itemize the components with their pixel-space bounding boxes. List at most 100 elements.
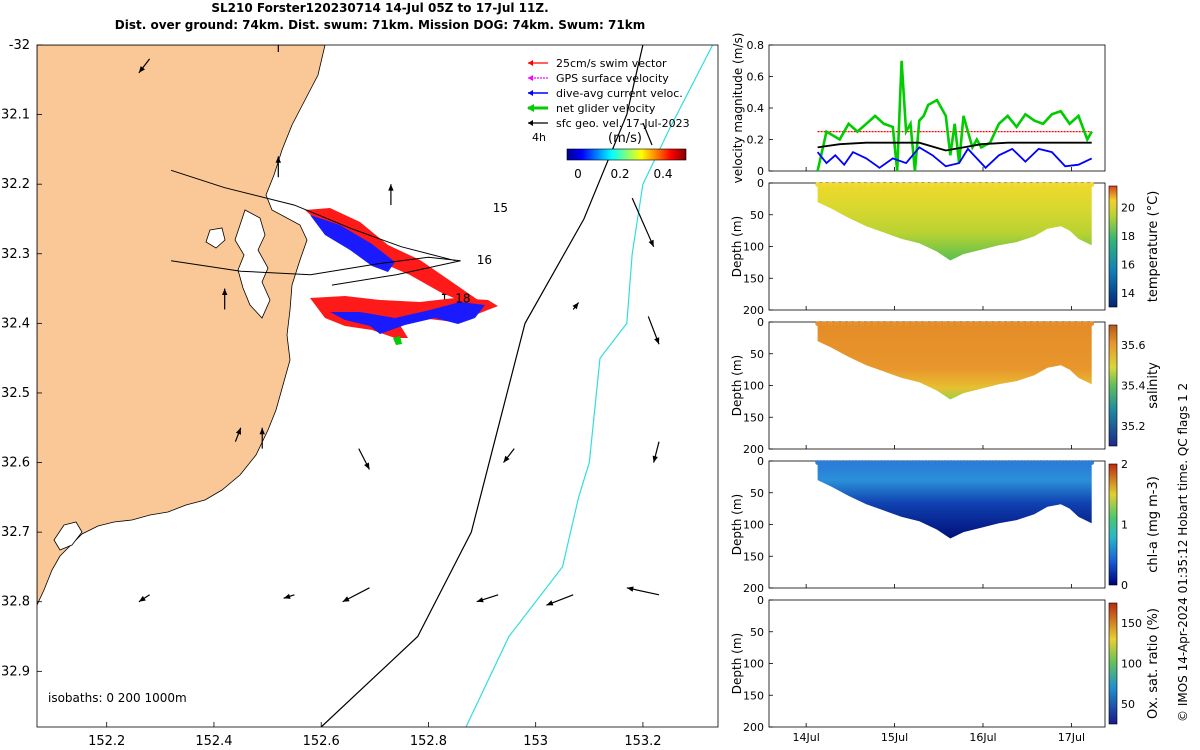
velocity-y-axis: 0 0.2 0.4 0.6 0.8 bbox=[747, 39, 773, 178]
profile-dive-top bbox=[872, 460, 878, 465]
profile-dive-top bbox=[859, 321, 865, 326]
colorbar-tick-label: 1 bbox=[1121, 519, 1128, 532]
colorbar-tick-label: 16 bbox=[1121, 258, 1135, 271]
profile-dive-top bbox=[866, 460, 872, 465]
profile-dive-top bbox=[1070, 460, 1076, 465]
profile-dive-top bbox=[949, 182, 954, 187]
profile-dive-top bbox=[910, 460, 916, 465]
profile-dive-top bbox=[949, 321, 954, 326]
map-x-tick-label: 152.4 bbox=[195, 734, 232, 749]
profile-dive-top bbox=[917, 182, 923, 187]
current-vector-head bbox=[654, 337, 660, 345]
current-vector-head bbox=[283, 593, 291, 599]
profile-dive-top bbox=[891, 182, 897, 187]
isobaths-note: isobaths: 0 200 1000m bbox=[48, 691, 187, 705]
profile-dive-top bbox=[1089, 182, 1095, 187]
profile-dive-top bbox=[1044, 182, 1050, 187]
profile-dive-top bbox=[1057, 460, 1063, 465]
profile-dive-top bbox=[1006, 321, 1012, 326]
current-vector-head bbox=[626, 586, 634, 592]
velocity-series-1 bbox=[816, 60, 1093, 172]
profile-dive-top bbox=[1063, 321, 1069, 326]
current-vector-head bbox=[138, 595, 146, 602]
profile-dive-top bbox=[961, 182, 967, 187]
profile-dive-top bbox=[936, 321, 942, 326]
profile-dive-top bbox=[949, 460, 954, 465]
depth-tick-label: 100 bbox=[743, 519, 764, 532]
title-line-2: Dist. over ground: 74km. Dist. swum: 71k… bbox=[114, 18, 646, 32]
title-line-1: SL210 Forster120230714 14-Jul 05Z to 17-… bbox=[211, 1, 549, 15]
profile-axes bbox=[768, 599, 1106, 728]
profile-dive-top bbox=[980, 321, 986, 326]
profile-dive-top bbox=[878, 460, 884, 465]
glider-track bbox=[170, 169, 461, 286]
profile-dive-top bbox=[923, 321, 929, 326]
profile-dive-top bbox=[898, 321, 903, 326]
profile-dive-top bbox=[1070, 321, 1076, 326]
velocity-series-3 bbox=[817, 141, 1092, 152]
profile-dive-top bbox=[827, 321, 833, 326]
profile-dive-top bbox=[980, 460, 986, 465]
colorbar-tick-label: 2 bbox=[1121, 458, 1128, 471]
profile-dive-top bbox=[853, 321, 859, 326]
profile-dive-top bbox=[1031, 321, 1037, 326]
colorbar-tick-label: 50 bbox=[1121, 698, 1135, 711]
map-x-tick-label: 152.6 bbox=[303, 734, 340, 749]
colorbar-tick-label: 20 bbox=[1121, 201, 1135, 214]
profile-dive-top bbox=[834, 182, 840, 187]
isobath-200m bbox=[320, 45, 644, 727]
profile-dive-top bbox=[885, 321, 891, 326]
profile-dive-top bbox=[955, 321, 961, 326]
profile-dive-top bbox=[898, 182, 903, 187]
profile-section bbox=[817, 461, 1092, 539]
profile-dive-top bbox=[917, 460, 923, 465]
speed-colorbar bbox=[566, 148, 687, 161]
figure-title: SL210 Forster120230714 14-Jul 05Z to 17-… bbox=[0, 0, 760, 34]
profile-dive-top bbox=[821, 182, 827, 187]
profile-dive-top bbox=[1051, 460, 1056, 465]
profile-dive-top bbox=[917, 321, 923, 326]
map-y-tick-label: 32.6 bbox=[1, 456, 30, 471]
time-tick-label: 14Jul bbox=[792, 731, 819, 744]
map-legend: 25cm/s swim vector GPS surface velocity … bbox=[527, 57, 690, 181]
day-label: 16 bbox=[477, 253, 492, 267]
current-vector-head bbox=[222, 288, 228, 295]
profile-dive-top bbox=[1051, 321, 1056, 326]
profile-dive-top bbox=[929, 460, 935, 465]
profile-dive-top bbox=[904, 321, 910, 326]
profile-dive-top bbox=[878, 182, 884, 187]
depth-tick-label: 50 bbox=[750, 348, 764, 361]
time-axis: 14Jul 15Jul 16Jul 17Jul bbox=[792, 167, 1085, 744]
depth-axis-label: Depth (m) bbox=[730, 494, 744, 555]
time-tick-label: 17Jul bbox=[1058, 731, 1085, 744]
profile-dive-top bbox=[866, 182, 872, 187]
profile-dive-top bbox=[961, 321, 967, 326]
colorbar-tick-label: 18 bbox=[1121, 230, 1135, 243]
velocity-ylabel: velocity magnitude (m/s) bbox=[731, 33, 745, 184]
day-labels: 15 16 18 bbox=[455, 201, 508, 305]
profile-dive-top bbox=[859, 460, 865, 465]
profile-dive-top bbox=[936, 460, 942, 465]
profile-dive-top bbox=[885, 182, 891, 187]
profile-panel-oxygen: 0 50 100 150 200 Depth (m) 50 100 150 Ox. sat. ra… bbox=[730, 594, 1161, 734]
colorbar-tick-2: 0.4 bbox=[653, 167, 672, 181]
colorbar-label: salinity bbox=[1146, 362, 1161, 409]
profile-dive-top bbox=[968, 321, 974, 326]
depth-tick-label: 0 bbox=[757, 316, 764, 329]
current-vector-head bbox=[503, 455, 510, 463]
profile-dive-top bbox=[1076, 182, 1082, 187]
depth-tick-label: 150 bbox=[743, 411, 764, 424]
depth-tick-label: 0 bbox=[757, 177, 764, 190]
current-vector-head bbox=[652, 455, 658, 463]
profile-dive-top bbox=[853, 182, 859, 187]
current-vector-head bbox=[259, 427, 265, 435]
velocity-y-tick-label: 0.6 bbox=[747, 71, 765, 84]
map-x-axis: 152.2 152.4 152.6 152.8 153 153.2 bbox=[88, 722, 662, 749]
current-band-north bbox=[310, 215, 395, 272]
profile-dive-top bbox=[987, 460, 993, 465]
legend-label-dive-avg: dive-avg current veloc. bbox=[556, 87, 683, 100]
profile-dive-top bbox=[1044, 460, 1050, 465]
map-y-tick-label: 32.3 bbox=[1, 247, 30, 262]
depth-tick-label: 200 bbox=[743, 304, 764, 317]
profile-panel-temperature: 0 50 100 150 200 Depth (m) 14 16 18 20 temperature… bbox=[730, 177, 1161, 317]
